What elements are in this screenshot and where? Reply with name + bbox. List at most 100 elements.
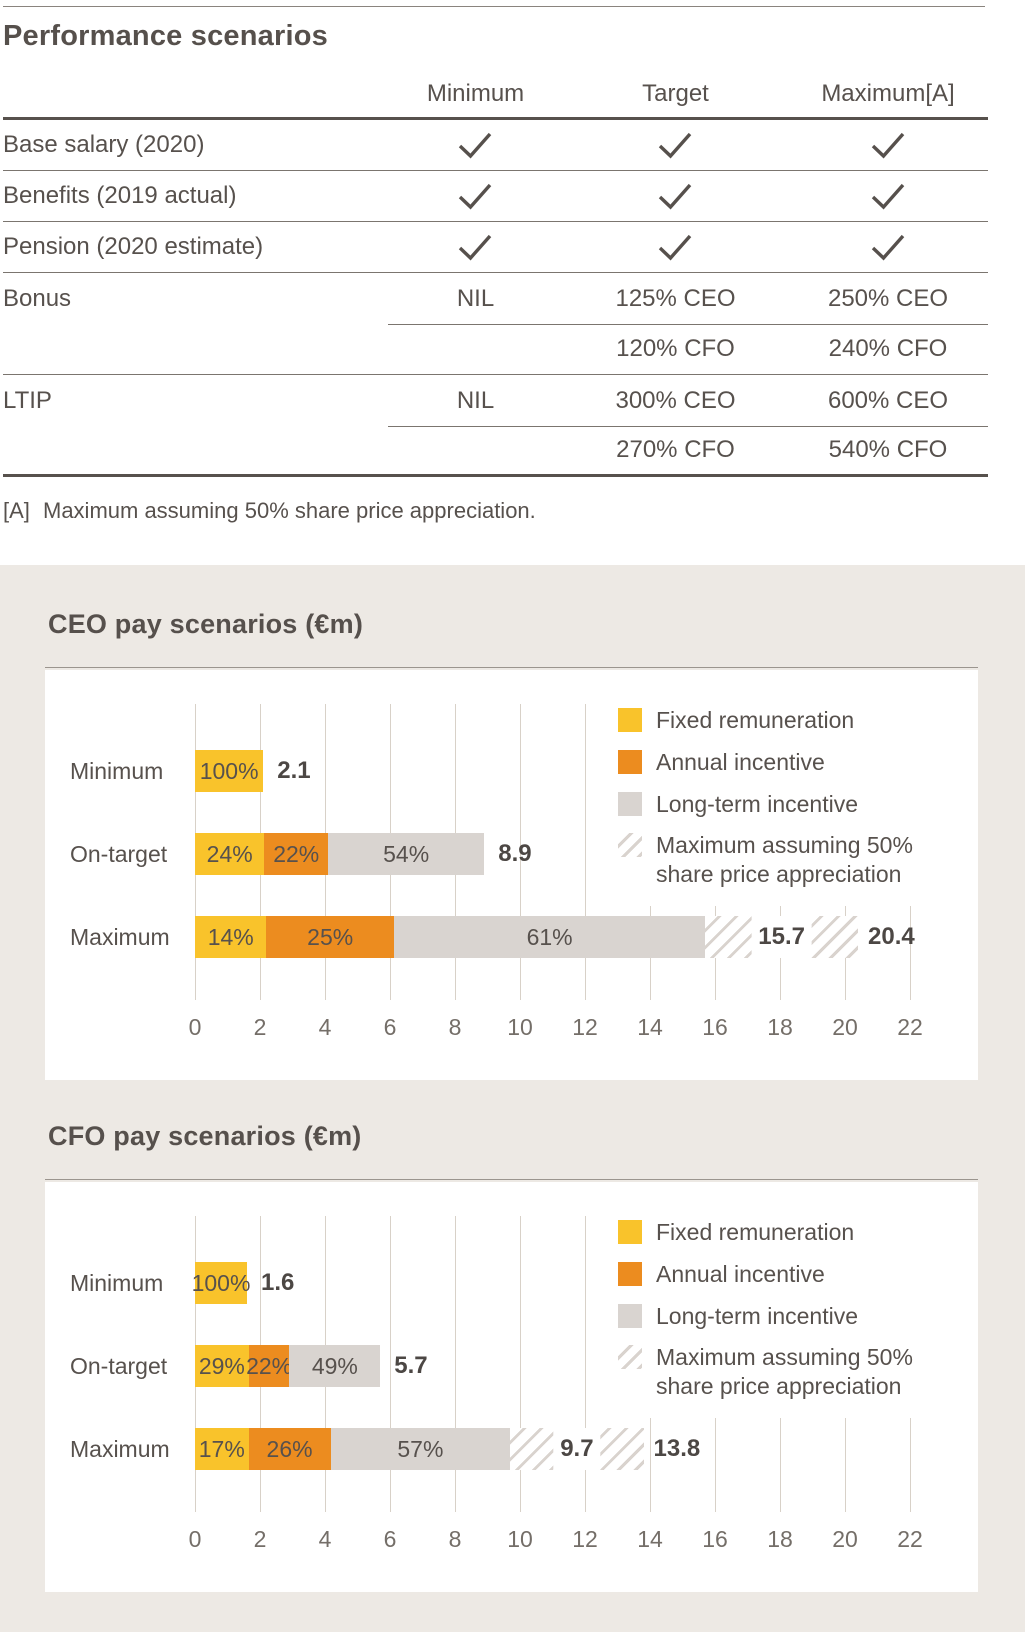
legend-item-annual: Annual incentive: [618, 748, 966, 777]
bar-row-minimum: Minimum 100% 2.1: [45, 750, 978, 792]
x-axis-tick-4: 4: [318, 1526, 332, 1552]
chart-divider: [45, 667, 978, 668]
x-axis-tick-6: 6: [383, 1526, 397, 1552]
value-cell: 125% CEO: [615, 284, 736, 312]
checkmark-icon: [658, 234, 692, 261]
charts-panel: CEO pay scenarios (€m) 0 2 4 6 8 10 12 14 16 18 20…: [0, 565, 1025, 1632]
top-divider: [3, 6, 985, 7]
bar-segment-annual: 25%: [266, 916, 394, 958]
x-axis-tick-20: 20: [832, 1014, 858, 1040]
check-cell: [563, 233, 788, 261]
hatch-swatch-icon: [618, 1345, 642, 1370]
checkmark-icon: [458, 183, 492, 210]
x-axis-tick-22: 22: [897, 1014, 923, 1040]
bar-max-label: 13.8: [653, 1435, 701, 1462]
check-cell: [388, 131, 563, 159]
segment-percent-label: 29%: [198, 1352, 245, 1379]
bar-segment-lti: 54%: [328, 833, 485, 875]
x-axis-tick-6: 6: [383, 1014, 397, 1040]
legend-item-lti: Long-term incentive: [618, 790, 966, 819]
column-header-maximuma: Maximum[A]: [821, 80, 955, 107]
fixed-swatch-icon: [618, 1220, 642, 1244]
gridline-x-12: [585, 704, 586, 1000]
segment-percent-label: 24%: [206, 840, 253, 867]
x-axis-tick-14: 14: [637, 1526, 663, 1552]
value-cell: 250% CEO: [827, 284, 949, 312]
segment-percent-label: 54%: [383, 840, 430, 867]
bar-segment-annual: 26%: [248, 1428, 331, 1470]
bar-row-maximum: Maximum 17% 26% 57% 9.7 13.8: [45, 1428, 978, 1470]
table-row: Pension (2020 estimate): [3, 222, 988, 273]
value-cell: 240% CFO: [828, 335, 948, 362]
lti-swatch-icon: [618, 791, 642, 816]
segment-percent-label: 14%: [207, 923, 254, 950]
row-label: Bonus: [3, 284, 72, 312]
legend-label: Maximum assuming 50% share price appreci…: [656, 832, 913, 887]
checkmark-icon: [658, 183, 692, 210]
check-cell: [788, 131, 988, 159]
table-sub-row: 270% CFO 540% CFO: [3, 426, 988, 477]
column-header-minimum: Minimum: [426, 80, 525, 107]
legend-item-fixed: Fixed remuneration: [618, 706, 966, 735]
table-row: Benefits (2019 actual): [3, 171, 988, 222]
legend-label: Fixed remuneration: [656, 1219, 855, 1245]
cfo-chart-title: CFO pay scenarios (€m): [48, 1121, 362, 1151]
bar-segment-annual: 22%: [264, 833, 329, 875]
x-axis-tick-2: 2: [253, 1526, 267, 1552]
gridline-x-12: [585, 1216, 586, 1512]
bar-segment-fixed: 100%: [192, 1262, 250, 1304]
bar-total-label: 5.7: [394, 1352, 428, 1379]
gridline-x-6: [390, 1216, 391, 1512]
segment-percent-label: 57%: [397, 1435, 444, 1462]
chart-divider: [45, 1179, 978, 1180]
checkmark-icon: [871, 183, 904, 210]
checkmark-icon: [658, 132, 692, 159]
bar-segment-fixed: 14%: [195, 916, 267, 958]
row-label: Pension (2020 estimate): [3, 233, 264, 260]
segment-percent-label: 49%: [311, 1352, 358, 1379]
bar-total-label: 15.7: [751, 916, 812, 958]
x-axis-tick-4: 4: [318, 1014, 332, 1040]
value-cell: 120% CFO: [616, 335, 735, 362]
x-axis-tick-0: 0: [188, 1526, 202, 1552]
bar-row-minimum: Minimum 100% 1.6: [45, 1262, 978, 1304]
x-axis-tick-22: 22: [897, 1526, 923, 1552]
category-label: On-target: [70, 1353, 168, 1379]
value-cell: NIL: [456, 284, 495, 312]
category-label: Maximum: [70, 924, 170, 950]
x-axis-tick-10: 10: [507, 1526, 533, 1552]
bar-row-maximum: Maximum 14% 25% 61% 15.7 20.4: [45, 916, 978, 958]
x-axis-tick-16: 16: [702, 1014, 728, 1040]
legend-item-hatch: Maximum assuming 50% share price appreci…: [618, 831, 966, 889]
checkmark-icon: [871, 234, 904, 261]
bar-segment-lti: 57%: [330, 1428, 511, 1470]
value-cell: 300% CEO: [615, 386, 736, 414]
x-axis-tick-2: 2: [253, 1014, 267, 1040]
bar-row-on-target: On-target 24% 22% 54% 8.9: [45, 833, 978, 875]
value-cell: NIL: [456, 386, 495, 414]
x-axis-tick-0: 0: [188, 1014, 202, 1040]
legend-item-fixed: Fixed remuneration: [618, 1218, 966, 1247]
x-axis-tick-10: 10: [507, 1014, 533, 1040]
x-axis-tick-18: 18: [767, 1014, 793, 1040]
checkmark-icon: [458, 132, 492, 159]
annual-swatch-icon: [618, 1261, 642, 1286]
bar-segment-fixed: 100%: [195, 750, 264, 792]
table-row: Base salary (2020): [3, 120, 988, 171]
check-cell: [788, 233, 988, 261]
row-label: Benefits (2019 actual): [3, 182, 237, 209]
segment-percent-label: 22%: [273, 840, 320, 867]
check-cell: [388, 182, 563, 210]
footnote-marker: [A]: [3, 498, 30, 523]
bar-segment-fixed: 29%: [195, 1345, 249, 1387]
legend-label: Annual incentive: [656, 1260, 825, 1287]
legend-item-lti: Long-term incentive: [618, 1302, 966, 1331]
segment-percent-label: 26%: [266, 1435, 313, 1462]
bar-total-label: 2.1: [277, 757, 311, 784]
x-axis-tick-12: 12: [572, 1526, 598, 1552]
legend-label: Maximum assuming 50% share price appreci…: [656, 1344, 913, 1399]
row-label: Base salary (2020): [3, 131, 205, 158]
value-cell: 540% CFO: [828, 436, 948, 463]
bar-segment-annual: 22%: [246, 1345, 292, 1387]
annual-swatch-icon: [618, 749, 642, 774]
